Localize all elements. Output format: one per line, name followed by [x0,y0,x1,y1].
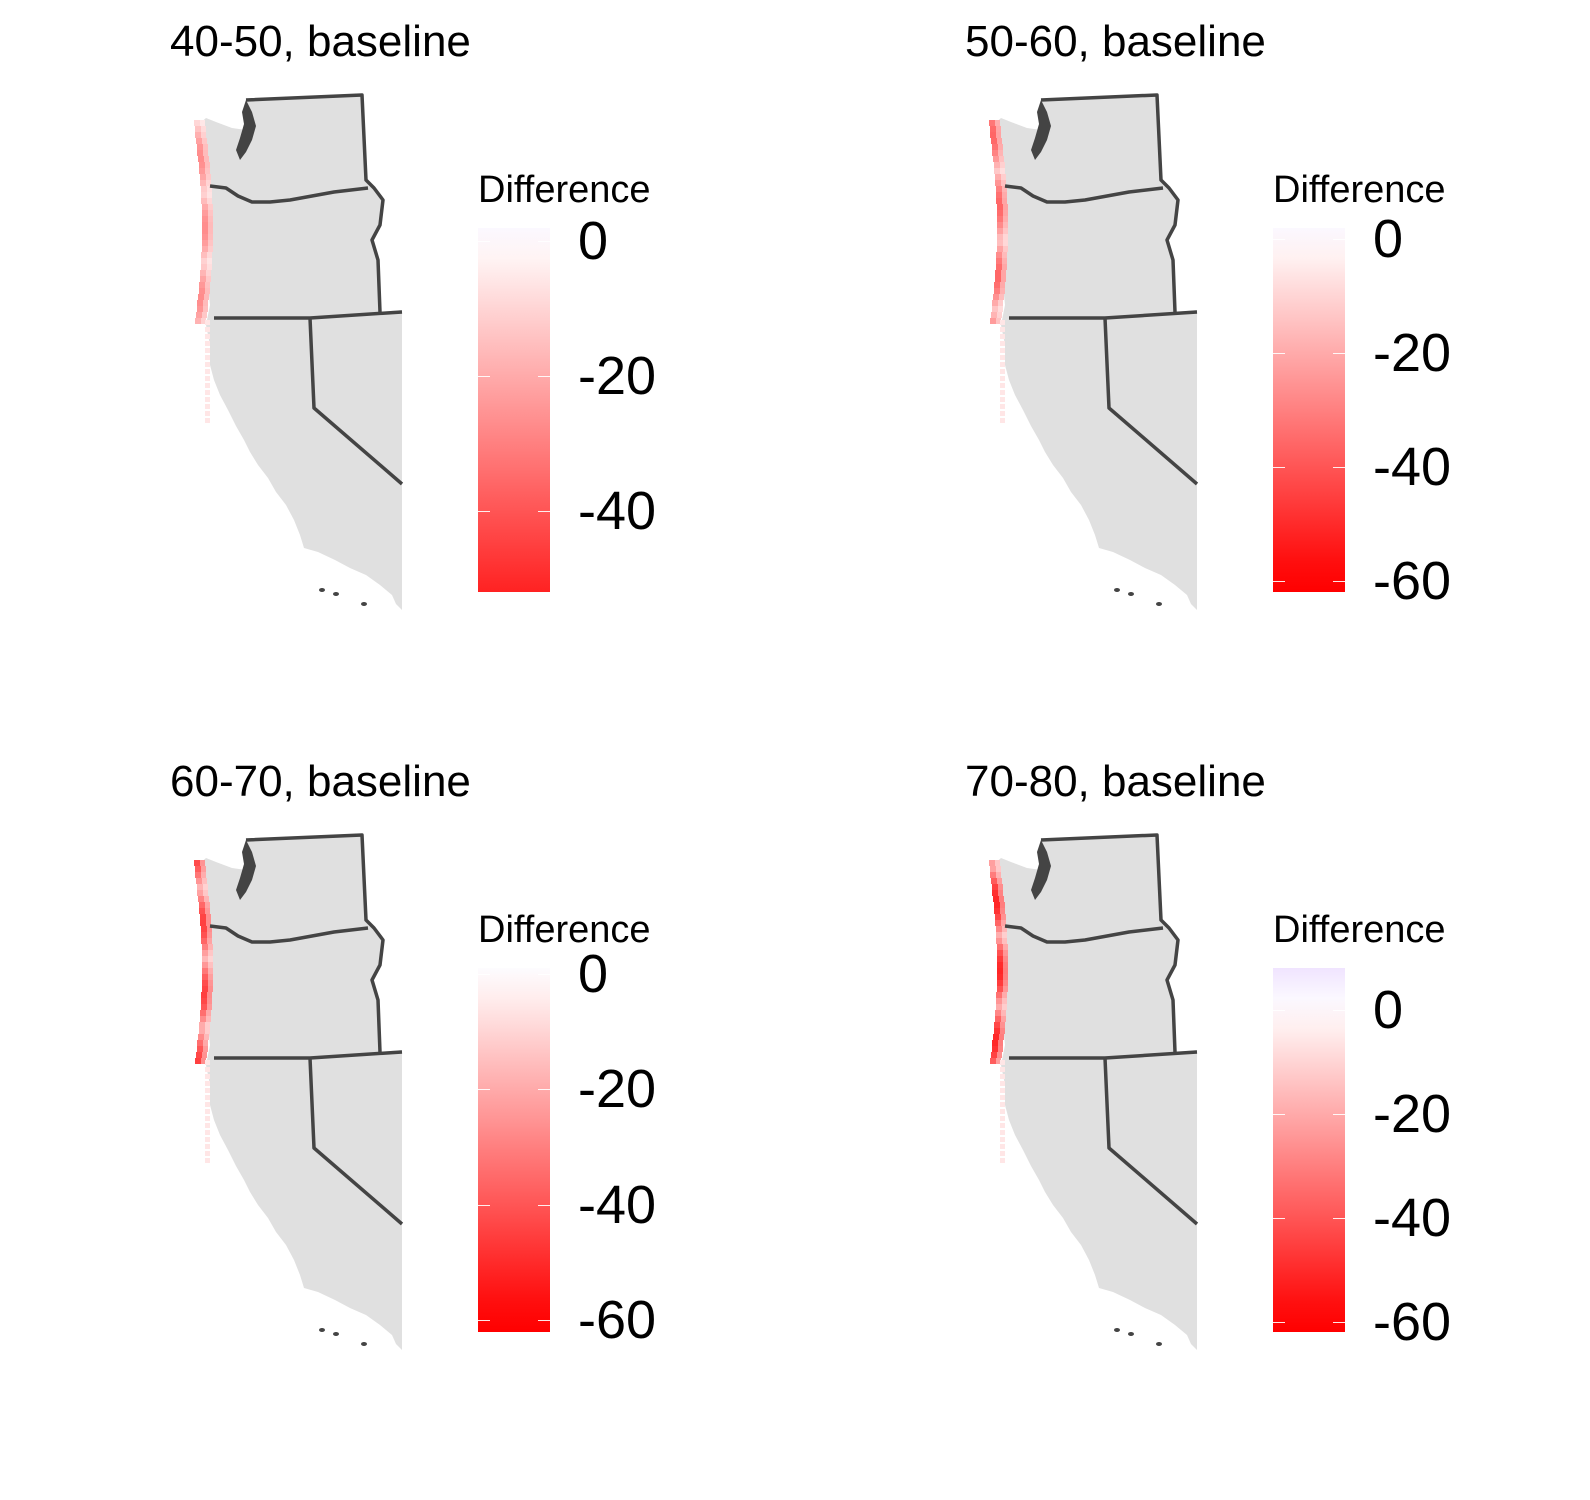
panel-title: 50-60, baseline [965,17,1266,66]
legend-tick-mark [1273,353,1285,355]
legend-tick-mark [538,973,550,975]
legend-tick-mark [538,1089,550,1091]
legend-tick-label: -40 [1373,436,1452,497]
panel-title: 70-80, baseline [965,757,1266,806]
legend-tick-mark [1333,1113,1345,1115]
legend-tick-mark [478,241,490,243]
legend-tick-mark [478,1320,490,1322]
legend-tick-mark [1273,466,1285,468]
coastal-difference-cells [194,120,213,423]
puget-sound [236,840,256,900]
legend-tick-mark [478,376,490,378]
legend-tick-label: -40 [578,1174,657,1235]
legend-tick-mark [538,1204,550,1206]
legend-tick-label: -60 [1373,1291,1452,1352]
state-borders [209,833,404,1226]
puget-sound [236,100,256,160]
legend-color-bar [478,968,550,1332]
coastal-difference-cells [989,860,1008,1163]
state-borders [1004,93,1199,486]
legend-tick-mark [478,1204,490,1206]
legend-tick-mark [538,376,550,378]
legend-tick-mark [1333,1217,1345,1219]
state-borders [209,93,404,486]
west-coast-land [198,835,402,1350]
puget-sound [1031,840,1051,900]
legend-tick-label: 0 [578,943,609,1004]
coastal-difference-cells [989,120,1008,423]
legend-color-bar [1273,228,1345,592]
panel-title: 40-50, baseline [170,17,471,66]
map-panel-3: 60-70, baseline Difference 0 -20 -40 -60 [0,740,795,1490]
puget-sound [1031,100,1051,160]
legend-tick-label: -60 [1373,550,1452,611]
legend-tick-mark [478,1089,490,1091]
legend-tick-mark [538,241,550,243]
legend-tick-mark [1273,1009,1285,1011]
legend-tick-mark [1273,1321,1285,1323]
legend-title: Difference [1273,909,1446,951]
legend-tick-mark [1333,239,1345,241]
map-panel-4: 70-80, baseline Difference 0 -20 -40 -60 [795,740,1590,1490]
map-panel-2: 50-60, baseline Difference 0 -20 -40 -60 [795,0,1590,750]
map-panel-1: 40-50, baseline Difference 0 -20 -40 [0,0,795,750]
legend-tick-label: -20 [1373,1083,1452,1144]
legend-title: Difference [1273,169,1446,211]
legend-tick-mark [1333,466,1345,468]
map-canvas [194,833,404,1350]
legend-tick-label: 0 [578,211,609,272]
legend-tick-mark [538,1320,550,1322]
coastal-difference-cells [194,860,213,1163]
legend-tick-label: -20 [578,346,657,407]
legend-title: Difference [478,909,651,951]
legend-tick-mark [1333,1009,1345,1011]
legend-title: Difference [478,169,651,211]
panel-title: 60-70, baseline [170,757,471,806]
legend-tick-label: -20 [1373,323,1452,384]
map-canvas [194,93,404,610]
legend-tick-mark [1333,353,1345,355]
west-coast-land [993,835,1197,1350]
legend-tick-mark [1333,580,1345,582]
legend-tick-mark [478,511,490,513]
west-coast-land [198,95,402,610]
map-canvas [989,833,1199,1350]
legend-color-bar [478,228,550,592]
legend-tick-mark [538,511,550,513]
west-coast-land [993,95,1197,610]
legend-tick-label: -20 [578,1059,657,1120]
legend-color-bar [1273,968,1345,1332]
legend-tick-label: 0 [1373,209,1404,270]
legend-tick-label: 0 [1373,979,1404,1040]
state-borders [1004,833,1199,1226]
legend-tick-mark [1273,1217,1285,1219]
legend-tick-label: -40 [1373,1187,1452,1248]
legend-tick-mark [1273,239,1285,241]
legend-tick-mark [478,973,490,975]
legend-tick-label: -60 [578,1290,657,1351]
legend-tick-mark [1273,580,1285,582]
legend-tick-label: -40 [578,481,657,542]
legend-tick-mark [1333,1321,1345,1323]
map-canvas [989,93,1199,610]
legend-tick-mark [1273,1113,1285,1115]
